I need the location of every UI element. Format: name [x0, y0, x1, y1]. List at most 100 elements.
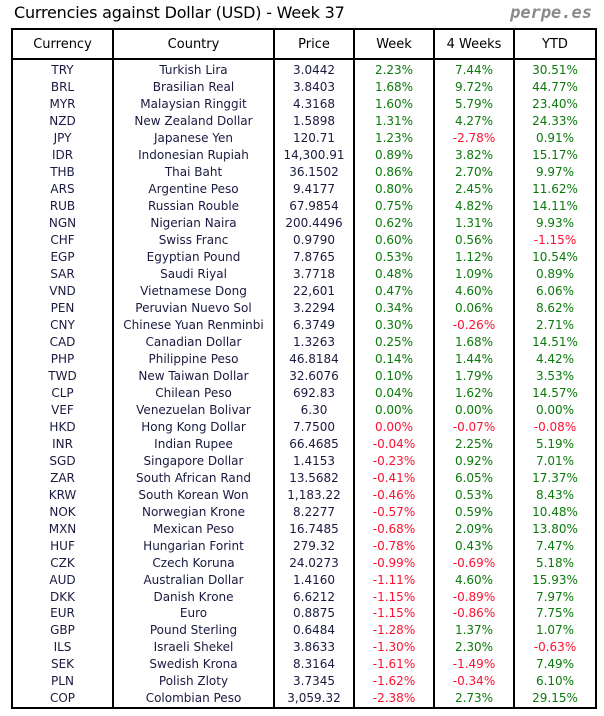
currency-cell: CLP: [11, 384, 114, 402]
currency-cell: BRL: [11, 78, 114, 96]
table-row: EUR Euro 0.8875 -1.15% -0.86% 7.75%: [11, 605, 597, 622]
ytd-change-cell: 13.80%: [513, 520, 597, 538]
country-cell: Peruvian Nuevo Sol: [112, 299, 275, 317]
four-week-change-cell: 1.37%: [433, 621, 515, 639]
country-cell: Colombian Peso: [112, 689, 275, 708]
currency-cell: EGP: [11, 248, 114, 266]
ytd-change-cell: 1.07%: [513, 621, 597, 639]
price-cell: 66.4685: [273, 435, 355, 453]
four-week-change-cell: 1.79%: [433, 367, 515, 385]
currency-cell: MXN: [11, 520, 114, 538]
col-header-ytd[interactable]: YTD: [513, 28, 597, 60]
country-cell: South Korean Won: [112, 486, 275, 504]
ytd-change-cell: 7.97%: [513, 588, 597, 605]
ytd-change-cell: 29.15%: [513, 689, 597, 708]
table-row: PEN Peruvian Nuevo Sol 3.2294 0.34% 0.06% 8.6…: [11, 299, 597, 317]
price-cell: 3.8403: [273, 78, 355, 96]
four-week-change-cell: 1.68%: [433, 333, 515, 351]
col-header-price[interactable]: Price: [273, 28, 355, 60]
week-change-cell: 0.48%: [353, 265, 435, 283]
table-row: ZAR South African Rand 13.5682 -0.41% 6.05% 1…: [11, 469, 597, 487]
ytd-change-cell: 6.10%: [513, 672, 597, 690]
brand-logo: perpe.es: [510, 3, 592, 23]
currency-cell: PLN: [11, 672, 114, 690]
currency-cell: MYR: [11, 95, 114, 113]
country-cell: Polish Zloty: [112, 672, 275, 690]
four-week-change-cell: -0.07%: [433, 418, 515, 436]
ytd-change-cell: 6.06%: [513, 282, 597, 300]
ytd-change-cell: 2.71%: [513, 316, 597, 334]
country-cell: Turkish Lira: [112, 59, 275, 79]
ytd-change-cell: 8.62%: [513, 299, 597, 317]
ytd-change-cell: 23.40%: [513, 95, 597, 113]
currency-cell: CNY: [11, 316, 114, 334]
week-change-cell: 0.80%: [353, 180, 435, 198]
table-row: PLN Polish Zloty 3.7345 -1.62% -0.34% 6.10%: [11, 672, 597, 690]
four-week-change-cell: 0.00%: [433, 401, 515, 419]
table-row: NOK Norwegian Krone 8.2277 -0.57% 0.59% 10.48…: [11, 503, 597, 521]
week-change-cell: 0.86%: [353, 163, 435, 181]
week-change-cell: -1.15%: [353, 588, 435, 605]
currency-cell: NZD: [11, 112, 114, 130]
table-row: BRL Brasilian Real 3.8403 1.68% 9.72% 44.77%: [11, 78, 597, 96]
table-row: HUF Hungarian Forint 279.32 -0.78% 0.43% 7.47…: [11, 537, 597, 555]
currency-cell: AUD: [11, 571, 114, 589]
table-row: DKK Danish Krone 6.6212 -1.15% -0.89% 7.97%: [11, 588, 597, 605]
country-cell: Vietnamese Dong: [112, 282, 275, 300]
price-cell: 0.8875: [273, 605, 355, 622]
table-row: MYR Malaysian Ringgit 4.3168 1.60% 5.79% 23.4…: [11, 95, 597, 113]
table-row: CZK Czech Koruna 24.0273 -0.99% -0.69% 5.18%: [11, 554, 597, 572]
price-cell: 8.3164: [273, 655, 355, 673]
table-row: RUB Russian Rouble 67.9854 0.75% 4.82% 14.11%: [11, 197, 597, 215]
four-week-change-cell: 4.60%: [433, 571, 515, 589]
week-change-cell: 0.04%: [353, 384, 435, 402]
ytd-change-cell: 15.93%: [513, 571, 597, 589]
four-week-change-cell: -0.86%: [433, 605, 515, 622]
currency-cell: NGN: [11, 214, 114, 232]
week-change-cell: -1.11%: [353, 571, 435, 589]
ytd-change-cell: 4.42%: [513, 350, 597, 368]
currency-table: Currency Country Price Week 4 Weeks YTD …: [11, 28, 597, 709]
ytd-change-cell: 8.43%: [513, 486, 597, 504]
table-row: VEF Venezuelan Bolivar 6.30 0.00% 0.00% 0.00%: [11, 401, 597, 419]
table-row: EGP Egyptian Pound 7.8765 0.53% 1.12% 10.54%: [11, 248, 597, 266]
week-change-cell: -1.28%: [353, 621, 435, 639]
four-week-change-cell: 0.53%: [433, 486, 515, 504]
country-cell: Indian Rupee: [112, 435, 275, 453]
currency-cell: EUR: [11, 605, 114, 622]
price-cell: 1.3263: [273, 333, 355, 351]
currency-cell: PEN: [11, 299, 114, 317]
table-row: THB Thai Baht 36.1502 0.86% 2.70% 9.97%: [11, 163, 597, 181]
ytd-change-cell: 9.97%: [513, 163, 597, 181]
price-cell: 3.7345: [273, 672, 355, 690]
four-week-change-cell: -0.69%: [433, 554, 515, 572]
col-header-4-weeks[interactable]: 4 Weeks: [433, 28, 515, 60]
ytd-change-cell: 14.11%: [513, 197, 597, 215]
four-week-change-cell: 4.27%: [433, 112, 515, 130]
four-week-change-cell: 1.31%: [433, 214, 515, 232]
week-change-cell: -0.04%: [353, 435, 435, 453]
country-cell: Norwegian Krone: [112, 503, 275, 521]
table-row: SAR Saudi Riyal 3.7718 0.48% 1.09% 0.89%: [11, 265, 597, 283]
price-cell: 32.6076: [273, 367, 355, 385]
currency-cell: INR: [11, 435, 114, 453]
col-header-country[interactable]: Country: [112, 28, 275, 60]
currency-cell: KRW: [11, 486, 114, 504]
currency-cell: HKD: [11, 418, 114, 436]
price-cell: 1.4153: [273, 452, 355, 470]
country-cell: New Taiwan Dollar: [112, 367, 275, 385]
price-cell: 13.5682: [273, 469, 355, 487]
price-cell: 0.9790: [273, 231, 355, 249]
table-row: GBP Pound Sterling 0.6484 -1.28% 1.37% 1.07%: [11, 621, 597, 639]
country-cell: Swiss Franc: [112, 231, 275, 249]
table-row: PHP Philippine Peso 46.8184 0.14% 1.44% 4.42%: [11, 350, 597, 368]
week-change-cell: 0.53%: [353, 248, 435, 266]
ytd-change-cell: -0.63%: [513, 638, 597, 656]
country-cell: Hungarian Forint: [112, 537, 275, 555]
price-cell: 200.4496: [273, 214, 355, 232]
col-header-week[interactable]: Week: [353, 28, 435, 60]
ytd-change-cell: 11.62%: [513, 180, 597, 198]
table-row: HKD Hong Kong Dollar 7.7500 0.00% -0.07% -0.0…: [11, 418, 597, 436]
col-header-currency[interactable]: Currency: [11, 28, 114, 60]
week-change-cell: -1.15%: [353, 605, 435, 622]
